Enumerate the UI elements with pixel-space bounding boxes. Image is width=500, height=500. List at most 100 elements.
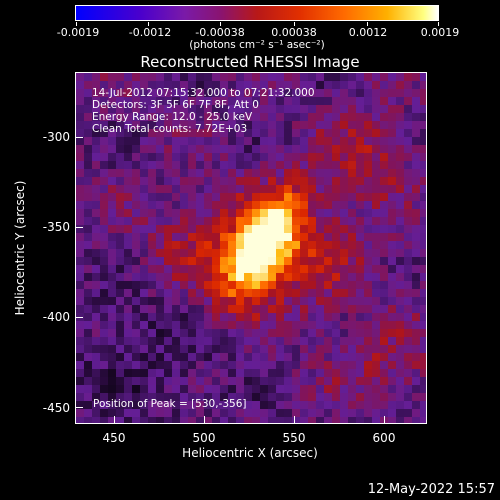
image-pixel (172, 257, 180, 265)
image-pixel (140, 257, 148, 265)
image-pixel (308, 377, 316, 385)
image-pixel (300, 393, 308, 401)
image-pixel (84, 161, 92, 169)
image-pixel (252, 153, 260, 161)
image-pixel (156, 321, 164, 329)
image-pixel (332, 273, 340, 281)
image-pixel (332, 297, 340, 305)
image-pixel (180, 265, 188, 273)
image-pixel (172, 297, 180, 305)
image-pixel (268, 353, 276, 361)
image-pixel (316, 241, 324, 249)
image-pixel (284, 73, 292, 81)
image-pixel (188, 353, 196, 361)
image-pixel (372, 337, 380, 345)
image-pixel (276, 145, 284, 153)
image-pixel (348, 145, 356, 153)
image-pixel (132, 345, 140, 353)
image-pixel (356, 257, 364, 265)
image-pixel (164, 129, 172, 137)
image-pixel (388, 145, 396, 153)
image-pixel (148, 281, 156, 289)
image-pixel (212, 161, 220, 169)
image-pixel (340, 281, 348, 289)
image-pixel (276, 289, 284, 297)
image-pixel (356, 337, 364, 345)
image-pixel (316, 105, 324, 113)
image-pixel (132, 105, 140, 113)
image-pixel (172, 385, 180, 393)
image-pixel (108, 345, 116, 353)
image-pixel (196, 265, 204, 273)
image-pixel (180, 417, 188, 423)
image-pixel (332, 225, 340, 233)
image-pixel (108, 121, 116, 129)
image-pixel (396, 225, 404, 233)
image-pixel (308, 321, 316, 329)
image-pixel (124, 329, 132, 337)
image-pixel (356, 169, 364, 177)
image-pixel (260, 337, 268, 345)
image-pixel (316, 377, 324, 385)
image-pixel (412, 185, 420, 193)
image-pixel (308, 201, 316, 209)
image-pixel (420, 201, 426, 209)
y-tick-label: -300 (42, 130, 70, 144)
image-pixel (268, 241, 276, 249)
image-pixel (252, 145, 260, 153)
image-pixel (276, 105, 284, 113)
image-pixel (212, 369, 220, 377)
image-pixel (196, 281, 204, 289)
image-pixel (76, 385, 84, 393)
image-pixel (268, 305, 276, 313)
image-pixel (236, 249, 244, 257)
image-pixel (244, 185, 252, 193)
image-pixel (284, 129, 292, 137)
image-pixel (420, 385, 426, 393)
image-pixel (100, 385, 108, 393)
image-pixel (172, 313, 180, 321)
image-pixel (140, 209, 148, 217)
image-pixel (292, 369, 300, 377)
image-pixel (372, 369, 380, 377)
image-pixel (300, 153, 308, 161)
image-pixel (324, 177, 332, 185)
image-pixel (284, 345, 292, 353)
image-pixel (204, 161, 212, 169)
image-pixel (364, 73, 372, 81)
image-pixel (100, 73, 108, 81)
image-pixel (340, 265, 348, 273)
image-pixel (124, 121, 132, 129)
image-pixel (100, 273, 108, 281)
image-pixel (116, 249, 124, 257)
image-pixel (100, 209, 108, 217)
image-pixel (132, 369, 140, 377)
image-pixel (236, 353, 244, 361)
image-pixel (364, 89, 372, 97)
image-pixel (380, 305, 388, 313)
image-pixel (220, 297, 228, 305)
image-pixel (364, 281, 372, 289)
image-pixel (324, 225, 332, 233)
image-pixel (124, 97, 132, 105)
image-pixel (196, 297, 204, 305)
image-pixel (236, 321, 244, 329)
image-pixel (212, 81, 220, 89)
image-pixel (196, 145, 204, 153)
image-pixel (260, 137, 268, 145)
image-pixel (388, 225, 396, 233)
image-pixel (132, 233, 140, 241)
image-pixel (196, 417, 204, 423)
image-pixel (148, 129, 156, 137)
image-pixel (380, 313, 388, 321)
image-pixel (124, 321, 132, 329)
image-pixel (324, 257, 332, 265)
image-pixel (276, 129, 284, 137)
image-pixel (332, 169, 340, 177)
image-pixel (268, 233, 276, 241)
image-pixel (244, 193, 252, 201)
image-pixel (100, 169, 108, 177)
image-pixel (388, 113, 396, 121)
image-pixel (260, 321, 268, 329)
image-pixel (364, 265, 372, 273)
